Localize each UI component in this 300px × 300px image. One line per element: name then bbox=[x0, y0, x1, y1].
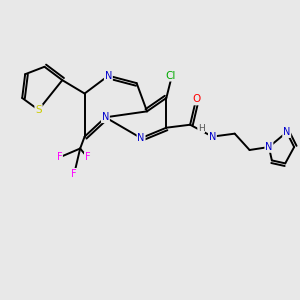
Text: H: H bbox=[198, 124, 205, 133]
Text: N: N bbox=[265, 142, 273, 152]
Text: N: N bbox=[209, 132, 216, 142]
Text: F: F bbox=[85, 152, 90, 162]
Text: N: N bbox=[283, 127, 290, 137]
Text: N: N bbox=[105, 71, 112, 81]
Text: N: N bbox=[137, 133, 145, 143]
Text: F: F bbox=[71, 169, 77, 179]
Text: S: S bbox=[35, 105, 42, 115]
Text: Cl: Cl bbox=[166, 71, 176, 81]
Text: N: N bbox=[102, 112, 109, 122]
Text: F: F bbox=[56, 152, 62, 162]
Text: O: O bbox=[192, 94, 200, 104]
